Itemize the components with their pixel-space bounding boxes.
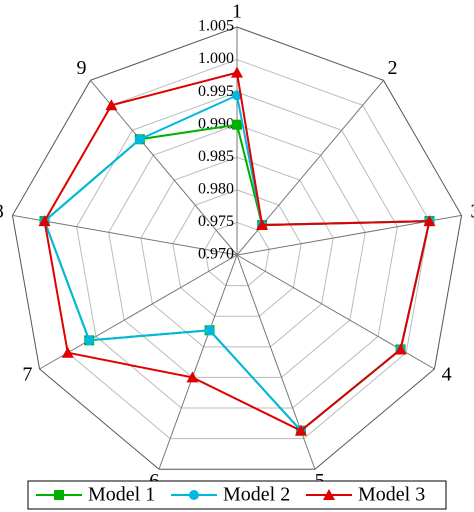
axis-label: 4 xyxy=(442,364,452,386)
marker xyxy=(256,219,269,231)
axis-spoke xyxy=(158,254,238,470)
marker xyxy=(323,489,335,500)
r-tick-label: 1.000 xyxy=(198,50,234,67)
marker xyxy=(423,215,436,227)
grid-ring xyxy=(11,26,463,470)
r-tick-label: 0.990 xyxy=(198,115,234,132)
r-tick-label: 0.995 xyxy=(198,83,234,100)
grid-ring xyxy=(76,91,398,409)
legend-box xyxy=(27,480,447,510)
grid-ring xyxy=(140,156,334,348)
legend-label: Model 1 xyxy=(88,484,155,506)
grid-ring xyxy=(204,221,270,287)
axis-label: 8 xyxy=(0,201,4,223)
marker xyxy=(61,346,74,358)
marker xyxy=(394,343,407,355)
axis-spoke xyxy=(12,214,238,256)
r-tick-label: 1.005 xyxy=(198,18,234,35)
series xyxy=(38,66,436,436)
marker xyxy=(134,134,145,145)
marker xyxy=(189,490,199,500)
axis-label: 1 xyxy=(232,1,242,23)
marker xyxy=(294,424,307,436)
axis-label: 3 xyxy=(470,201,474,223)
marker xyxy=(38,215,51,227)
grid-ring xyxy=(108,124,366,378)
legend-entry: Model 3 xyxy=(306,484,425,506)
marker xyxy=(204,325,215,336)
legend-entry: Model 2 xyxy=(171,484,290,506)
marker xyxy=(84,335,95,346)
marker xyxy=(186,371,199,383)
axis-spoke xyxy=(39,254,238,370)
series-line xyxy=(43,71,431,432)
axis-label: 9 xyxy=(76,57,86,79)
marker xyxy=(231,66,243,78)
axis-label: 2 xyxy=(388,57,398,79)
marker xyxy=(232,119,242,130)
r-tick-label: 0.975 xyxy=(198,213,234,230)
axis-label: 7 xyxy=(22,364,32,386)
legend-entry: Model 1 xyxy=(36,484,155,506)
legend-label: Model 2 xyxy=(223,484,290,506)
r-tick-label: 0.985 xyxy=(198,148,234,165)
legend-label: Model 3 xyxy=(358,484,425,506)
r-tick-label: 0.970 xyxy=(198,246,234,263)
marker xyxy=(54,490,64,500)
marker xyxy=(105,99,118,111)
r-tick-label: 0.980 xyxy=(198,181,234,198)
axis-spoke xyxy=(236,254,316,470)
